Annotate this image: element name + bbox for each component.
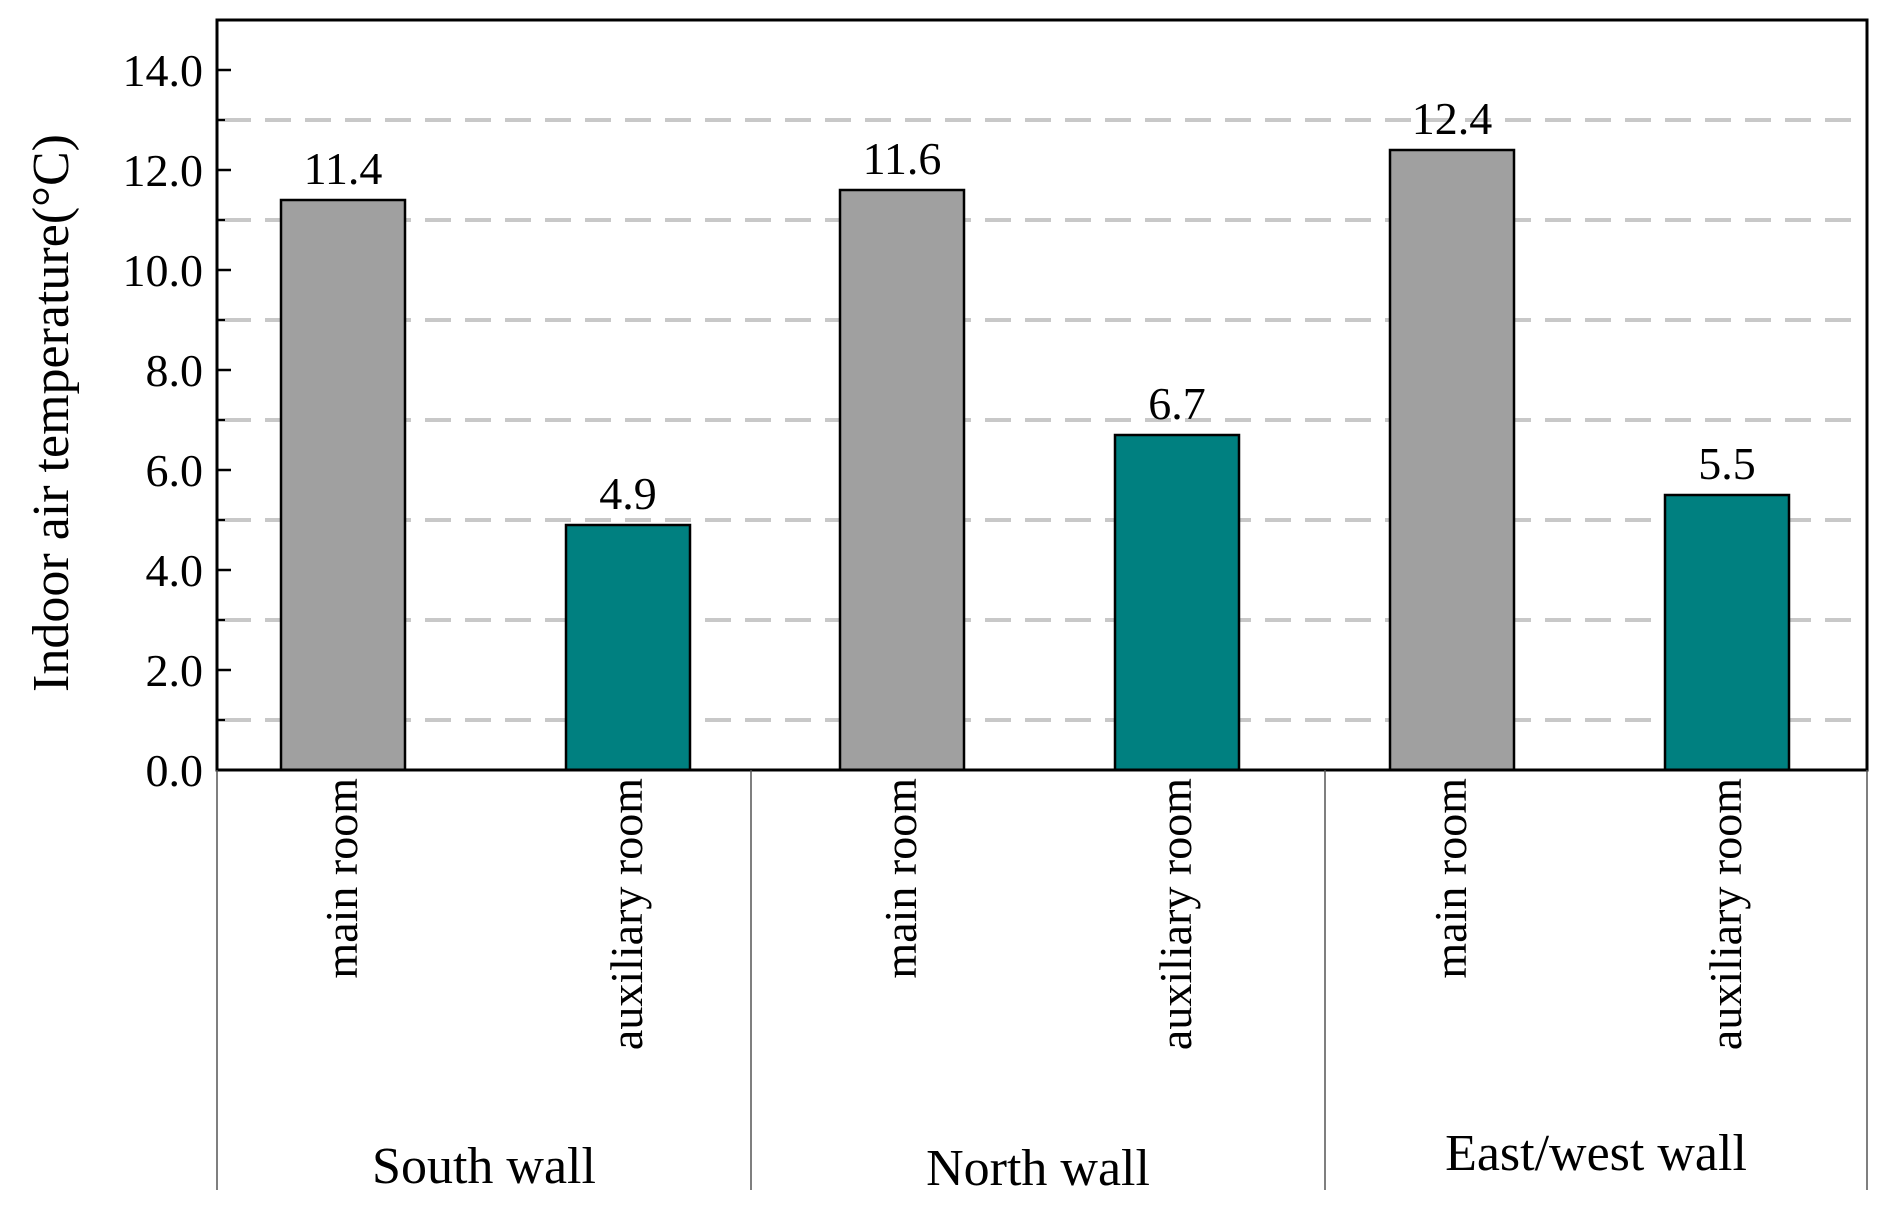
plot-frame — [215, 18, 1869, 772]
data-label-2-1: 5.5 — [1698, 438, 1756, 489]
y-tick-label-5: 10.0 — [123, 245, 204, 296]
y-tick-label-3: 6.0 — [146, 445, 204, 496]
data-label-0-0: 11.4 — [304, 143, 383, 194]
bar-1-1 — [1113, 433, 1241, 772]
y-tick-label-4: 8.0 — [146, 345, 204, 396]
category-label-0-0: main room — [316, 778, 367, 979]
data-label-1-1: 6.7 — [1148, 378, 1206, 429]
bar-2-0 — [1388, 148, 1516, 772]
category-label-1-1: auxiliary room — [1150, 778, 1201, 1050]
labels: 11.4 main room 4.9 auxiliary room South wall… — [123, 45, 1756, 1197]
group-label-0: South wall — [372, 1138, 596, 1195]
bar-0-0 — [279, 198, 407, 772]
data-label-0-1: 4.9 — [599, 468, 657, 519]
category-label-2-1: auxiliary room — [1700, 778, 1751, 1050]
y-tick-label-7: 14.0 — [123, 45, 204, 96]
axes — [215, 18, 1869, 1190]
y-tick-label-6: 12.0 — [123, 145, 204, 196]
gridlines — [225, 118, 1859, 722]
y-tick-label-2: 4.0 — [146, 545, 204, 596]
data-label-1-0: 11.6 — [863, 133, 942, 184]
category-label-2-0: main room — [1425, 778, 1476, 979]
y-tick-label-0: 0.0 — [146, 745, 204, 796]
category-label-0-1: auxiliary room — [601, 778, 652, 1050]
y-axis-title: Indoor air temperature(°C) — [23, 134, 80, 692]
data-label-2-0: 12.4 — [1412, 93, 1493, 144]
bar-2-1 — [1663, 493, 1791, 772]
bar-1-0 — [838, 188, 966, 772]
bar-0-1 — [564, 523, 692, 772]
group-label-2: East/west wall — [1445, 1125, 1747, 1182]
group-label-1: North wall — [926, 1140, 1150, 1197]
bars — [279, 148, 1791, 772]
category-label-1-0: main room — [875, 778, 926, 979]
y-tick-label-1: 2.0 — [146, 645, 204, 696]
